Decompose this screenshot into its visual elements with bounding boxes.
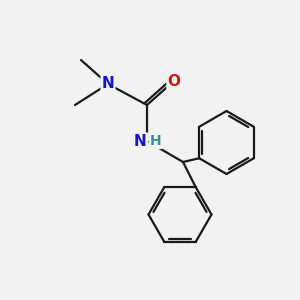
Text: N: N [102,76,114,92]
Text: H: H [150,134,161,148]
Text: N: N [134,134,147,148]
Text: O: O [167,74,181,88]
